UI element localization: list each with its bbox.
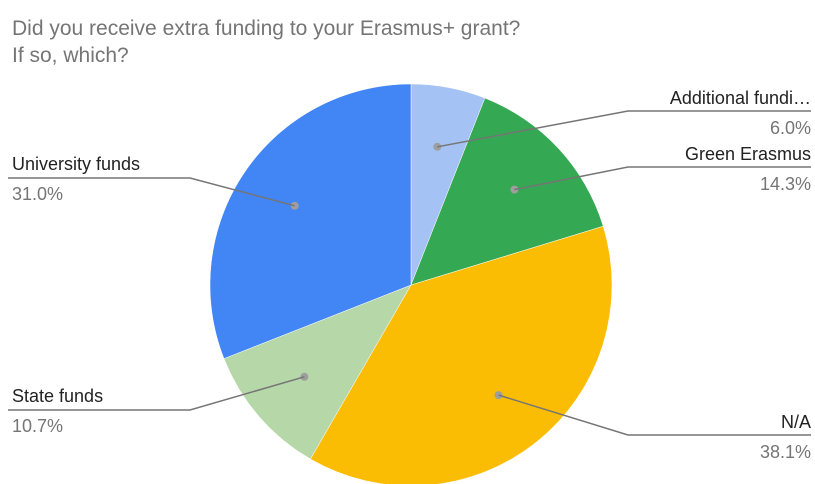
chart-title-line-2: If so, which? bbox=[12, 44, 129, 67]
slice-percent-university-funds: 31.0% bbox=[12, 184, 63, 204]
slice-percent-n-a: 38.1% bbox=[760, 442, 811, 462]
slice-percent-additional-fundi: 6.0% bbox=[770, 118, 811, 138]
chart-title-line-1: Did you receive extra funding to your Er… bbox=[12, 17, 520, 40]
leader-lines bbox=[8, 110, 811, 436]
leader-line-n-a bbox=[498, 394, 811, 436]
slice-percent-green-erasmus: 14.3% bbox=[760, 174, 811, 194]
slice-percent-state-funds: 10.7% bbox=[12, 416, 63, 436]
pie-slice-university-funds[interactable] bbox=[209, 83, 412, 359]
slice-label-additional-fundi: Additional fundi… bbox=[670, 88, 811, 108]
leader-line-green-erasmus bbox=[514, 166, 811, 191]
leader-line-additional-fundi bbox=[437, 110, 811, 148]
slice-labels: Additional fundi… 6.0% Green Erasmus 14.3% N… bbox=[12, 88, 811, 462]
slice-label-university-funds: University funds bbox=[12, 154, 140, 174]
slice-label-green-erasmus: Green Erasmus bbox=[685, 144, 811, 164]
pie-slice-state-funds[interactable] bbox=[223, 284, 412, 460]
leader-dot-green-erasmus bbox=[510, 185, 519, 194]
slice-label-state-funds: State funds bbox=[12, 386, 103, 406]
leader-dot-university-funds bbox=[290, 201, 299, 210]
slice-label-n-a: N/A bbox=[781, 412, 811, 432]
leader-dot-n-a bbox=[494, 391, 503, 400]
pie-slice-n-a[interactable] bbox=[310, 225, 613, 484]
pie-slices bbox=[209, 83, 613, 484]
leader-line-state-funds bbox=[8, 376, 305, 411]
leader-line-university-funds bbox=[8, 177, 295, 207]
pie-slice-green-erasmus[interactable] bbox=[410, 97, 604, 286]
